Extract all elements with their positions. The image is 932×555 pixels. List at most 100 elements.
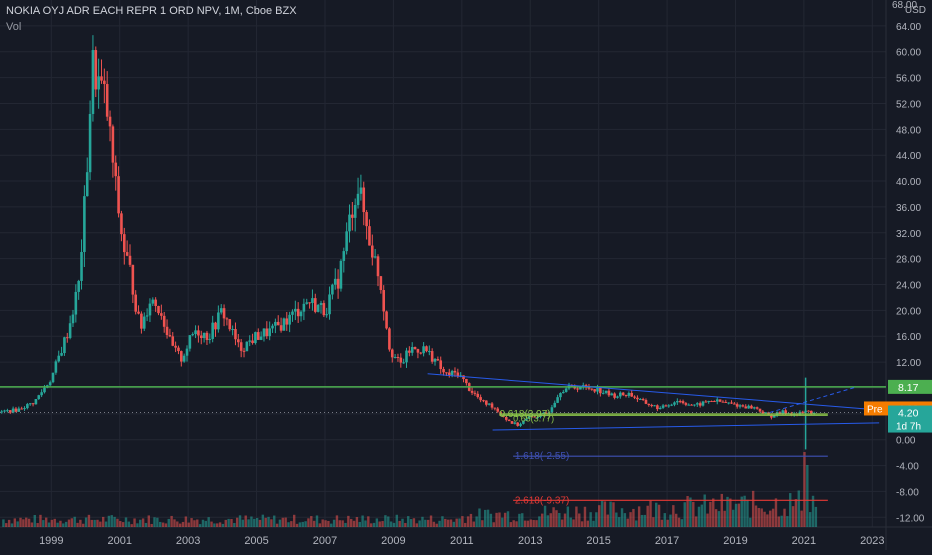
volume-bar — [797, 490, 800, 527]
candle-body — [524, 418, 528, 421]
volume-bar — [264, 517, 267, 527]
volume-bar — [481, 520, 484, 527]
candle-body — [439, 360, 443, 370]
y-tick-label: 12.00 — [896, 358, 921, 369]
candle-body — [502, 415, 505, 418]
candle-body — [445, 372, 448, 374]
candle-body — [194, 330, 197, 335]
volume-bar — [247, 519, 250, 527]
volume-bar — [90, 519, 93, 527]
candle-body — [134, 294, 137, 312]
volume-bar — [250, 516, 253, 527]
y-tick-label: 20.00 — [896, 306, 921, 317]
candle-body — [180, 351, 183, 362]
volume-bar — [10, 523, 14, 527]
volume-bar — [16, 521, 19, 527]
volume-bar — [230, 519, 233, 527]
volume-bar — [623, 513, 627, 527]
candle-body — [633, 396, 636, 398]
volume-bar — [139, 519, 142, 527]
fib-label-1618: 1.618(-2.55) — [515, 451, 569, 462]
volume-bar — [660, 519, 664, 527]
volume-bar — [227, 518, 230, 527]
volume-bar — [811, 495, 815, 527]
volume-bar — [626, 518, 629, 527]
candle-body — [433, 359, 437, 362]
volume-bar — [706, 513, 709, 527]
candle-body — [373, 256, 377, 258]
candle-body — [282, 318, 286, 331]
volume-bar — [50, 519, 54, 527]
candle-body — [695, 403, 699, 405]
volume-bar — [663, 513, 666, 527]
candle-body — [778, 412, 782, 414]
candle-body — [17, 408, 21, 412]
volume-bar — [717, 511, 721, 527]
volume-bar — [464, 522, 467, 527]
volume-bar — [187, 522, 190, 527]
currency-label: USD — [904, 5, 926, 16]
volume-bar — [304, 521, 307, 527]
volume-bar — [287, 522, 290, 527]
candle-body — [408, 350, 411, 353]
candle-body — [140, 313, 143, 329]
volume-bar — [523, 520, 527, 527]
candle-body — [462, 375, 465, 380]
volume-bar — [361, 515, 364, 527]
x-tick-label: 2013 — [518, 535, 542, 547]
volume-bar — [509, 522, 513, 527]
volume-bar — [769, 510, 772, 527]
volume-bar — [712, 498, 715, 527]
candle-body — [103, 80, 106, 85]
volume-bar — [521, 513, 524, 527]
candle-body — [60, 353, 63, 356]
candle-body — [234, 329, 237, 340]
candle-body — [750, 405, 753, 409]
candle-body — [807, 410, 810, 412]
volume-bar — [532, 520, 535, 527]
candle-body — [174, 345, 177, 348]
candle-body — [564, 388, 568, 392]
candle-body — [71, 314, 75, 324]
symbol-title[interactable]: NOKIA OYJ ADR EACH REPR 1 ORD NPV, 1M, C… — [6, 5, 297, 17]
volume-bar — [409, 519, 413, 527]
volume-bar — [33, 514, 36, 527]
candle-body — [65, 337, 69, 339]
candle-body — [627, 392, 631, 396]
candle-body — [701, 401, 705, 406]
y-tick-label: 60.00 — [896, 48, 921, 59]
volume-bar — [121, 522, 125, 527]
candle-body — [772, 415, 776, 418]
volume-bar — [620, 508, 624, 527]
candle-body — [741, 405, 745, 407]
candle-body — [405, 350, 408, 363]
candle-body — [485, 400, 488, 405]
volume-bar — [330, 523, 333, 527]
volume-bar — [198, 524, 202, 527]
candle-body — [94, 50, 98, 90]
x-tick-label: 2003 — [176, 535, 200, 547]
volume-bar — [350, 518, 353, 527]
volume-legend-label[interactable]: Vol — [6, 21, 22, 33]
volume-bar — [116, 518, 119, 527]
volume-bar — [780, 515, 783, 527]
candle-body — [428, 351, 431, 353]
candle-body — [168, 335, 172, 337]
volume-bar — [546, 515, 550, 527]
candle-body — [416, 349, 420, 353]
volume-bar — [395, 514, 399, 527]
y-tick-label: -12.00 — [896, 513, 925, 524]
candle-body — [530, 416, 534, 418]
volume-bar — [714, 509, 718, 527]
candle-body — [664, 405, 668, 407]
candle-body — [302, 303, 306, 312]
candle-body — [656, 405, 659, 410]
volume-bar — [518, 513, 521, 527]
y-tick-label: 16.00 — [896, 332, 921, 343]
candle-body — [362, 187, 366, 213]
volume-bar — [429, 515, 433, 527]
candle-body — [37, 395, 41, 399]
candle-body — [157, 305, 160, 314]
